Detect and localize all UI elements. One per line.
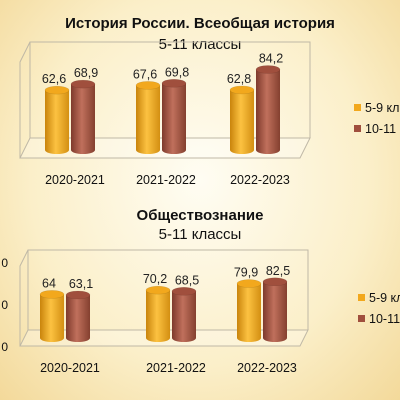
data-label: 62,6 [42,72,66,86]
bar-body [146,290,170,342]
bar [39,290,65,342]
bar [135,81,161,154]
category-label: 2021-2022 [146,361,206,375]
data-label: 82,5 [266,264,290,278]
bar-top [135,81,161,90]
back-wall [29,41,311,138]
side-wall [19,249,29,346]
y-tick-label: 0 [1,256,8,270]
bar-top [161,79,187,88]
bar-top [236,279,262,288]
legend-label: 5-9 клас [365,101,400,115]
data-label: 68,5 [175,273,199,287]
data-label: 70,2 [143,272,167,286]
bar-body [66,294,90,342]
chart2-title: Обществознание [136,207,264,224]
category-label: 2022-2023 [230,173,290,187]
legend-swatch [354,104,361,111]
bar-body [136,85,160,154]
legend-swatch [358,294,365,301]
legend-swatch [358,315,365,322]
bar-body [45,90,69,154]
back-wall [27,249,309,330]
data-label: 68,9 [74,66,98,80]
bar-top [229,85,255,95]
legend-label: 10-11 [369,312,400,326]
bar [44,85,70,154]
bar-body [71,84,95,154]
bar [161,79,187,154]
chart-1: 62,6 68,9 2020-2021 67,6 69,8 2021-2022 62,8 84… [19,41,400,187]
category-label: 2020-2021 [45,173,105,187]
bar [229,85,255,154]
bar-body [172,291,196,342]
bar [70,79,96,154]
data-label: 63,1 [69,277,93,291]
bar-top [65,290,91,300]
bar-body [263,281,287,342]
bar [171,287,197,342]
legend-label: 10-11 к [365,122,400,136]
data-label: 79,9 [234,266,258,280]
y-tick-label: 0 [1,340,8,354]
legend-swatch [354,125,361,132]
bar-top [262,277,288,287]
chart2-subtitle: 5-11 классы [158,226,242,243]
side-wall [19,41,31,158]
bar [65,290,91,342]
bar-top [145,285,171,295]
bar [255,65,281,154]
bar-top [44,85,70,95]
chart1-subtitle: 5-11 классы [158,36,242,53]
bar-body [256,69,280,154]
bar-body [162,83,186,154]
bar [236,279,262,342]
bar [262,277,288,342]
legend-label: 5-9 кла [369,291,400,305]
bar-top [39,290,65,299]
y-tick-label: 0 [1,298,8,312]
data-label: 64 [42,276,56,290]
bar-body [40,294,64,342]
data-label: 67,6 [133,67,157,81]
bar-top [255,65,281,74]
data-label: 62,8 [227,72,251,86]
bar-body [230,89,254,154]
bar-top [171,287,197,296]
category-label: 2021-2022 [136,173,196,187]
bar-top [70,79,96,89]
category-label: 2020-2021 [40,361,100,375]
data-label: 84,2 [259,51,283,65]
bar-body [237,283,261,342]
chart-2: 0 0 0 64 63,1 2020-2021 70,2 68,5 2021-2022 79,9 8… [1,249,400,375]
category-label: 2022-2023 [237,361,297,375]
data-label: 69,8 [165,65,189,79]
chart1-title: История России. Всеобщая история [65,15,335,32]
bar [145,285,171,342]
